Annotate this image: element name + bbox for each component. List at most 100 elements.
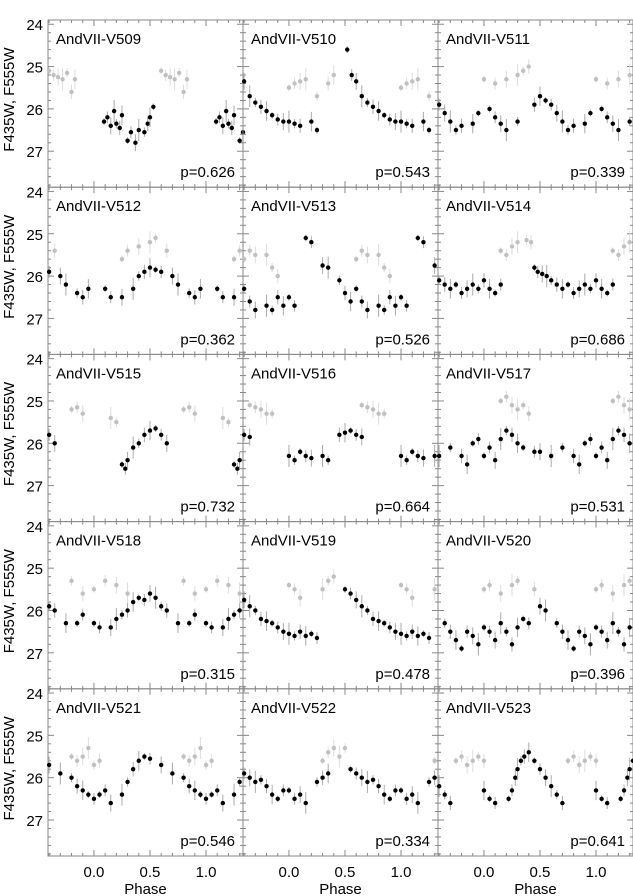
f555w-point (387, 295, 393, 300)
f435w-point (176, 70, 182, 76)
f555w-point (125, 138, 130, 143)
f555w-point (610, 620, 616, 626)
period-label: p=0.315 (180, 666, 235, 683)
f555w-point (231, 792, 237, 797)
f435w-point (464, 762, 470, 768)
f555w-point (220, 625, 226, 630)
f555w-point (229, 125, 234, 131)
f555w-point (105, 115, 110, 120)
f555w-point (142, 754, 147, 759)
f555w-point (114, 121, 119, 126)
f555w-point (264, 303, 269, 308)
f555w-point (621, 432, 627, 438)
f555w-point (520, 445, 526, 450)
f555w-point (442, 110, 447, 116)
f555w-point (58, 273, 63, 279)
f555w-point (237, 138, 242, 143)
f555w-point (348, 767, 353, 772)
panel-title: AndVII-V519 (251, 533, 336, 550)
f555w-point (599, 629, 604, 634)
f555w-point (353, 286, 359, 291)
f555w-point (382, 307, 387, 313)
f555w-point (215, 788, 220, 793)
f555w-point (158, 269, 164, 275)
f555w-point (453, 637, 459, 643)
f435w-point (158, 68, 164, 73)
f555w-point (119, 113, 125, 118)
f555w-point (198, 286, 203, 291)
f555w-point (309, 240, 314, 245)
f555w-point (297, 449, 303, 454)
f555w-point (46, 269, 52, 275)
f435w-point (410, 79, 415, 84)
f435w-point (181, 407, 186, 412)
f555w-point (453, 127, 459, 133)
f555w-point (571, 123, 576, 129)
f555w-point (275, 625, 280, 630)
f555w-point (63, 282, 69, 287)
f435w-point (599, 582, 604, 588)
f555w-point (370, 616, 376, 622)
f435w-point (504, 252, 509, 258)
f555w-point (532, 102, 537, 107)
f435w-point (359, 402, 364, 408)
f555w-point (526, 750, 531, 755)
f435w-point (198, 745, 203, 751)
f555w-point (398, 631, 404, 636)
f435w-point (286, 85, 292, 90)
f435w-point (241, 256, 247, 262)
f555w-point (593, 453, 599, 459)
f555w-point (226, 616, 231, 622)
f435w-point (181, 89, 186, 95)
f555w-point (393, 629, 398, 634)
f555w-point (481, 625, 487, 630)
f555w-point (504, 629, 509, 634)
f555w-point (605, 290, 610, 296)
f435w-point (487, 582, 492, 588)
f555w-point (509, 642, 515, 647)
f555w-point (487, 629, 492, 634)
f435w-point (86, 745, 91, 751)
f555w-point (554, 620, 559, 626)
f555w-point (498, 620, 503, 626)
f435w-point (515, 240, 520, 245)
f555w-point (515, 119, 520, 124)
f435w-point (426, 93, 432, 99)
f555w-point (464, 629, 470, 634)
f555w-point (387, 625, 393, 630)
f555w-point (237, 779, 242, 785)
f435w-point (524, 237, 529, 243)
f555w-point (448, 629, 453, 634)
f555w-point (203, 620, 209, 626)
f435w-point (432, 758, 437, 763)
f555w-point (426, 779, 432, 785)
f555w-point (481, 278, 487, 283)
f435w-point (275, 273, 280, 279)
f435w-point (370, 407, 376, 412)
f555w-point (627, 119, 632, 124)
f555w-point (593, 625, 599, 630)
f555w-point (247, 434, 252, 440)
f555w-point (170, 273, 175, 279)
f555w-point (108, 123, 113, 129)
f555w-point (481, 788, 487, 793)
f555w-point (217, 115, 222, 120)
f435w-point (97, 758, 102, 763)
f555w-point (231, 295, 237, 300)
f555w-point (303, 235, 308, 241)
f555w-point (348, 591, 353, 596)
f555w-point (404, 796, 409, 802)
f435w-point (314, 93, 320, 99)
f555w-point (588, 110, 593, 116)
f555w-point (52, 608, 57, 613)
f555w-point (269, 792, 275, 797)
f435w-point (504, 77, 509, 82)
f555w-point (410, 123, 415, 129)
f555w-point (459, 453, 464, 459)
y-tick-label: 27 (26, 813, 43, 830)
f555w-point (241, 286, 247, 291)
f435w-point (181, 754, 186, 759)
f555w-point (548, 453, 554, 459)
f435w-point (253, 405, 258, 410)
f555w-point (142, 432, 147, 438)
